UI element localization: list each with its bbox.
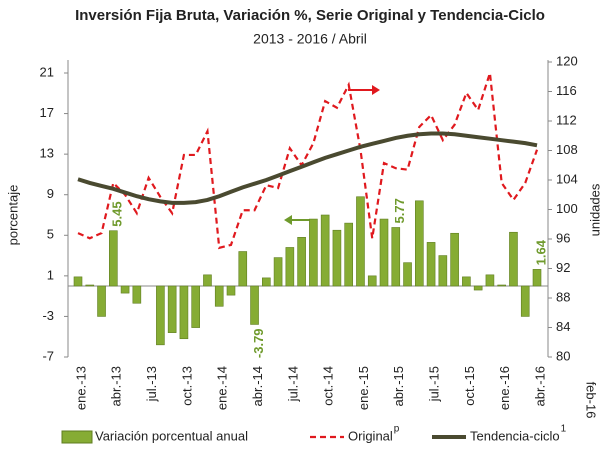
bar bbox=[438, 255, 448, 287]
y-tick-label: 1 bbox=[47, 267, 54, 282]
x-tick-label: jul.-14 bbox=[285, 366, 300, 402]
x-tick-label: jul.-15 bbox=[427, 366, 442, 402]
chart-subtitle: 2013 - 2016 / Abril bbox=[253, 31, 367, 47]
y2-tick-label: 120 bbox=[556, 53, 578, 68]
x-tick-label: ene.-13 bbox=[73, 366, 88, 410]
y2-tick-label: 80 bbox=[556, 348, 570, 363]
y-tick-label: 21 bbox=[40, 64, 54, 79]
bar bbox=[485, 274, 495, 287]
bar bbox=[73, 276, 83, 287]
x-tick-label: ene.-16 bbox=[497, 366, 512, 410]
y-tick-label: -7 bbox=[42, 348, 54, 363]
line bbox=[77, 72, 539, 250]
bar bbox=[497, 284, 506, 287]
x-tick-label: oct.-15 bbox=[462, 366, 477, 406]
chart-title: Inversión Fija Bruta, Variación %, Serie… bbox=[75, 7, 545, 24]
bar bbox=[297, 237, 306, 287]
bar bbox=[356, 196, 365, 287]
bar bbox=[450, 232, 459, 287]
bar bbox=[262, 277, 271, 287]
bar bbox=[379, 218, 389, 287]
bar bbox=[238, 251, 248, 287]
legend-swatch bbox=[61, 430, 93, 444]
y-tick-label: 13 bbox=[40, 146, 54, 161]
legend-label: Tendencia-ciclo bbox=[470, 428, 560, 443]
x-tick-label: abr.-15 bbox=[391, 366, 406, 406]
y2-tick-label: 88 bbox=[556, 289, 570, 304]
bar bbox=[156, 285, 165, 346]
x-tick-label: oct.-14 bbox=[321, 366, 336, 406]
y2-axis-label: unidades bbox=[587, 183, 602, 236]
bar bbox=[97, 285, 106, 317]
x-tick-label: ene.-14 bbox=[215, 366, 230, 410]
y2-tick-label: 92 bbox=[556, 260, 570, 275]
bar bbox=[509, 231, 518, 287]
y2-tick-label: 104 bbox=[556, 171, 578, 186]
legend-superscript: 1 bbox=[561, 424, 567, 435]
bar bbox=[426, 242, 436, 287]
arrow-original bbox=[348, 85, 380, 95]
line bbox=[77, 131, 538, 205]
bar bbox=[109, 230, 118, 287]
bar bbox=[532, 269, 542, 287]
y2-tick-label: 84 bbox=[556, 319, 570, 334]
x-tick-label: oct.-13 bbox=[179, 366, 194, 406]
bar bbox=[191, 285, 200, 328]
bar bbox=[120, 285, 130, 294]
bar bbox=[320, 214, 330, 287]
y2-tick-label: 100 bbox=[556, 201, 578, 216]
x-tick-label: ene.-15 bbox=[356, 366, 371, 410]
legend-label: Variación porcentual anual bbox=[95, 428, 248, 443]
y-tick-label: -3 bbox=[42, 308, 54, 323]
annotation: feb-16 bbox=[584, 382, 599, 419]
bar bbox=[391, 227, 401, 287]
y-tick-label: 17 bbox=[40, 105, 54, 120]
y2-tick-label: 116 bbox=[556, 83, 577, 98]
bar bbox=[415, 200, 424, 287]
bar bbox=[85, 284, 95, 287]
bar bbox=[203, 274, 212, 287]
value-label: 5.45 bbox=[110, 201, 125, 226]
x-tick-label: abr.-13 bbox=[109, 366, 124, 406]
bar bbox=[250, 285, 259, 325]
value-label: -3.79 bbox=[251, 328, 266, 358]
bar bbox=[132, 285, 142, 304]
bar bbox=[167, 285, 177, 333]
bar bbox=[214, 285, 224, 307]
x-tick-label: abr.-14 bbox=[250, 366, 265, 406]
y2-tick-label: 112 bbox=[556, 112, 577, 127]
bar bbox=[403, 262, 412, 287]
bar bbox=[273, 257, 283, 287]
bar bbox=[285, 247, 295, 287]
y2-tick-label: 96 bbox=[556, 230, 570, 245]
y-tick-label: 5 bbox=[47, 227, 54, 242]
x-tick-label: abr.-16 bbox=[532, 366, 547, 406]
value-label: 5.77 bbox=[392, 198, 407, 223]
bar bbox=[367, 275, 377, 287]
bar bbox=[344, 222, 353, 287]
bar bbox=[473, 285, 483, 291]
bar bbox=[226, 285, 236, 296]
bar bbox=[332, 229, 342, 287]
value-label: 1.64 bbox=[533, 239, 548, 265]
y2-tick-label: 108 bbox=[556, 142, 578, 157]
legend-label: Original bbox=[348, 428, 393, 443]
legend-superscript: p bbox=[394, 424, 400, 435]
y-tick-label: 9 bbox=[47, 186, 54, 201]
bar bbox=[309, 218, 318, 287]
y-axis-label: porcentaje bbox=[5, 185, 20, 246]
bar bbox=[462, 276, 471, 287]
x-tick-label: jul.-13 bbox=[144, 366, 159, 402]
bar bbox=[520, 285, 530, 317]
bar bbox=[179, 285, 189, 340]
